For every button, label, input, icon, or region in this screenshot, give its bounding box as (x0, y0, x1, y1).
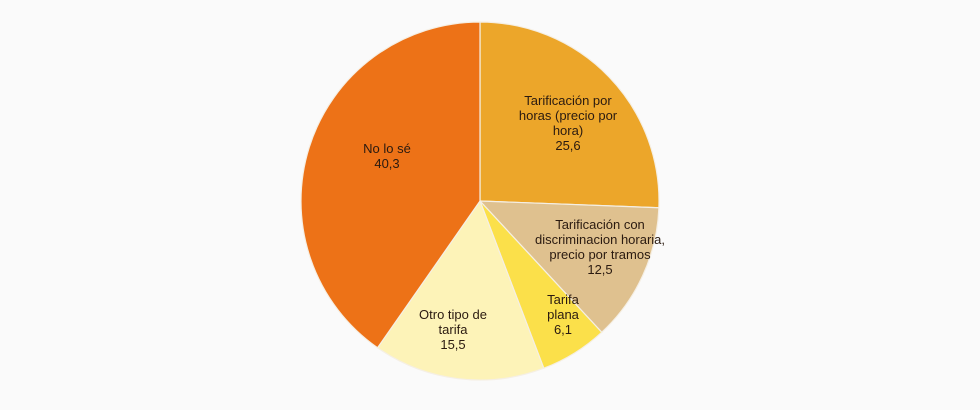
slice-label-name: tarifa (438, 322, 468, 337)
pie-slice (479, 21, 660, 209)
slice-label-name: Tarificación con (555, 217, 645, 232)
slice-label-value: 6,1 (553, 322, 573, 337)
slice-label-name: horas (precio por (518, 108, 618, 123)
slice-label-value: 12,5 (587, 262, 613, 277)
slice-label: Tarificación por horas (precio por hora) 25… (519, 93, 617, 153)
pie-slice (300, 21, 481, 349)
pie-slice (376, 199, 545, 381)
slice-label-value: 40,3 (374, 156, 400, 171)
slice-label-name: plana (547, 307, 579, 322)
slice-label-value: 15,5 (440, 337, 466, 352)
slice-label-name: Tarifa (547, 292, 579, 307)
slice-label-name: hora) (552, 123, 584, 138)
slice-label: Tarifa plana 6,1 (547, 292, 579, 337)
slice-label-name: Otro tipo de (419, 307, 487, 322)
slice-label-name: Tarificación por (524, 93, 612, 108)
pie-slice (478, 200, 660, 334)
slice-label-name: No lo sé (363, 141, 411, 156)
slice-label: No lo sé 40,3 (363, 141, 411, 171)
slice-label-name: precio por tramos (549, 247, 651, 262)
slice-label-name: discriminacion horaria, (534, 232, 666, 247)
slice-label: Tarificación con discriminacion horaria, p… (535, 217, 665, 277)
slice-label-value: 25,6 (555, 138, 581, 153)
slice-label: Otro tipo de tarifa 15,5 (419, 307, 487, 352)
